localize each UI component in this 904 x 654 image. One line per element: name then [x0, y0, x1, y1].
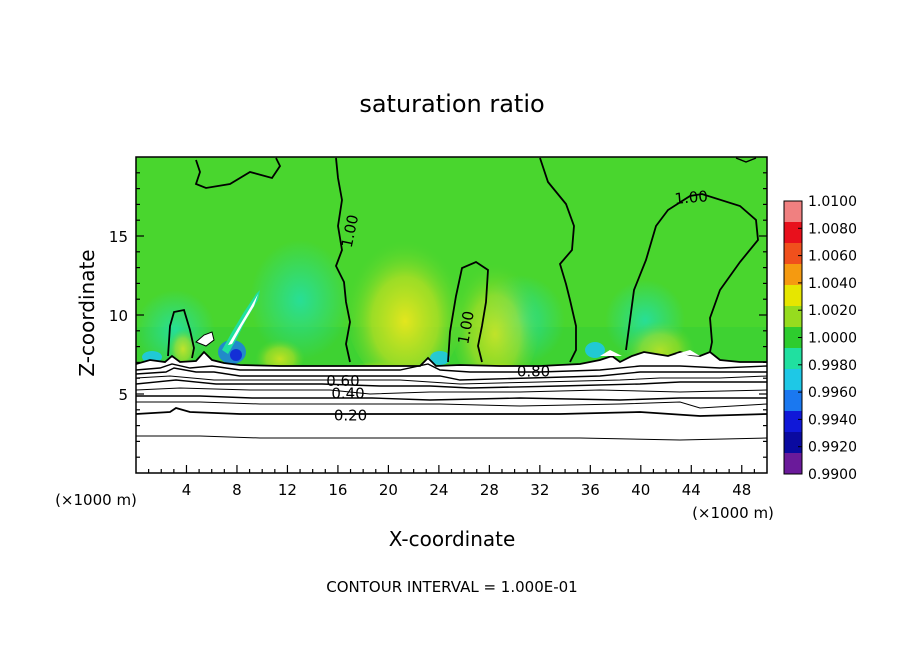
x-tick-label: 16: [328, 481, 347, 499]
contour-line: [136, 401, 767, 409]
x-tick-label: 36: [581, 481, 600, 499]
field-white-blob: [676, 350, 700, 356]
contour-line: [539, 157, 577, 363]
colorbar-swatch: [784, 348, 802, 370]
x-unit-label-right: (×1000 m): [692, 504, 774, 522]
colorbar-swatch: [784, 432, 802, 454]
plot-area: 1.001.001.000.800.600.400.20: [136, 157, 767, 473]
x-tick-label: 20: [379, 481, 398, 499]
chart-title: saturation ratio: [359, 90, 544, 118]
y-axis: 5 10 15: [109, 172, 767, 458]
colorbar-label: 0.9940: [808, 412, 857, 428]
field-lower-region: [136, 352, 767, 473]
y-tick-label: 5: [118, 386, 128, 404]
x-tick-label: 40: [631, 481, 650, 499]
contour-line: [167, 308, 195, 359]
colorbar-label: 1.0040: [808, 276, 857, 292]
contour-line: [735, 157, 757, 163]
field-cyan-patch: [250, 240, 350, 360]
colorbar-label: 1.0100: [808, 194, 857, 210]
colorbar-label: 1.0020: [808, 303, 857, 319]
contour-label: 0.80: [517, 362, 550, 380]
colorbar: 1.0100 1.0080 1.0060 1.0040 1.0020 1.0000 0.99…: [783, 194, 857, 483]
colorbar-swatch: [784, 411, 802, 433]
field-cyan-streak: [222, 290, 260, 354]
field-white-blob: [600, 350, 622, 356]
contour-line: [447, 260, 489, 363]
y-tick-label: 15: [109, 228, 128, 246]
colorbar-swatch: [784, 453, 802, 475]
x-axis-title: X-coordinate: [389, 527, 516, 551]
x-tick-label: 28: [480, 481, 499, 499]
colorbar-swatch: [784, 369, 802, 391]
contour-line: [136, 395, 767, 401]
x-tick-label: 12: [278, 481, 297, 499]
colorbar-swatch: [784, 285, 802, 307]
contour-line: [194, 157, 282, 189]
colorbar-label: 0.9920: [808, 440, 857, 456]
field-white-streak: [228, 294, 258, 345]
contour-line: [625, 193, 759, 353]
field-dry-spot: [430, 351, 450, 365]
x-tick-label: 48: [732, 481, 751, 499]
colorbar-swatch: [784, 327, 802, 349]
contour-line: [136, 363, 767, 373]
colorbar-swatch: [784, 306, 802, 328]
contour-label: 0.60: [326, 372, 359, 390]
x-tick-label: 44: [682, 481, 701, 499]
field-dry-spot: [230, 349, 242, 361]
x-unit-label-left: (×1000 m): [55, 491, 137, 509]
x-tick-label: 32: [530, 481, 549, 499]
colorbar-swatch: [784, 201, 802, 223]
contour-line: [136, 379, 767, 389]
x-tick-label: 8: [232, 481, 242, 499]
colorbar-swatch: [784, 264, 802, 286]
colorbar-label: 1.0080: [808, 221, 857, 237]
colorbar-swatch: [784, 390, 802, 412]
contour-line: [136, 375, 767, 385]
colorbar-label: 0.9980: [808, 358, 857, 374]
contour-line: [136, 387, 767, 395]
contour-label: 1.00: [454, 310, 478, 346]
contour-line: [136, 435, 767, 441]
y-tick-label: 10: [109, 307, 128, 325]
field-dry-spot: [585, 342, 605, 358]
colorbar-label: 0.9960: [808, 385, 857, 401]
colorbar-label: 1.0000: [808, 331, 857, 347]
x-axis: 4 8 12 16 20 24 28 32 36 40 44 48: [148, 465, 755, 499]
contour-label: 1.00: [674, 187, 709, 208]
colorbar-swatch: [784, 243, 802, 265]
field-yellow-plume: [169, 325, 197, 365]
contour-line: [335, 157, 351, 363]
contour-interval-note: CONTOUR INTERVAL = 1.000E-01: [326, 578, 577, 596]
y-axis-title: Z-coordinate: [75, 249, 99, 376]
colorbar-label: 1.0060: [808, 249, 857, 265]
x-tick-label: 24: [429, 481, 448, 499]
contour-line: [136, 407, 767, 417]
contour-label: 0.40: [331, 385, 364, 403]
contour-label: 0.20: [334, 407, 367, 425]
field-white-blob: [195, 331, 215, 347]
x-tick-label: 4: [182, 481, 192, 499]
colorbar-swatch: [784, 222, 802, 244]
contour-line: [136, 367, 767, 381]
colorbar-label: 0.9900: [808, 467, 857, 483]
